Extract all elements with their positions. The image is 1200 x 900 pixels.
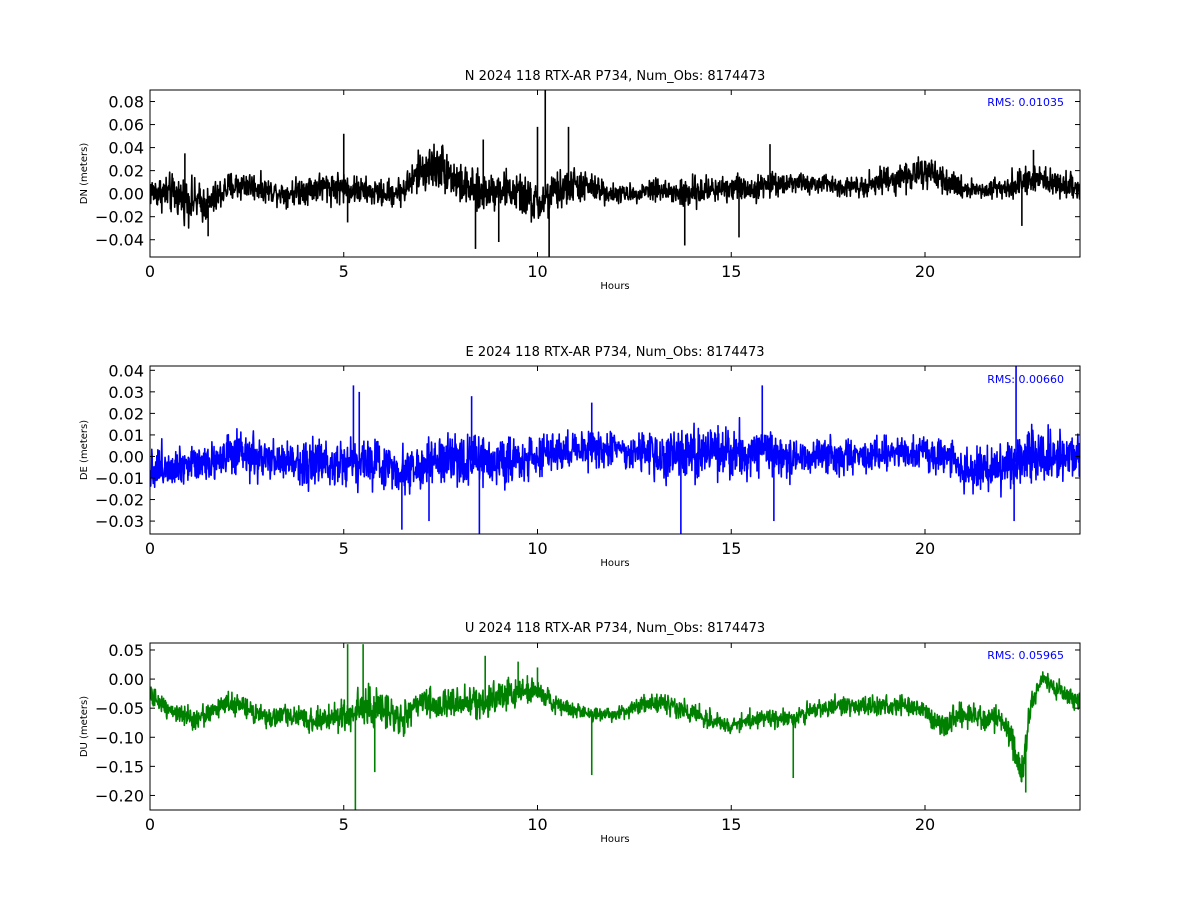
panel-e-ticks: 0 5 10 15 20 −0.03 −0.02 −0.01 0.00 0.01 0.02 0.03 0… [95, 361, 1080, 558]
panel-n-ytick-label-0: −0.04 [95, 231, 144, 250]
panel-n-rms-label: RMS: 0.01035 [987, 96, 1064, 109]
panel-e-xlabel: Hours [600, 558, 629, 569]
panel-e-trace [150, 416, 1080, 498]
panel-n-ytick-label-2: 0.00 [108, 185, 144, 204]
panel-e-ytick-label-4: 0.01 [108, 426, 144, 445]
panel-n-title: N 2024 118 RTX-AR P734, Num_Obs: 8174473 [465, 69, 765, 84]
panel-u-xtick-label-3: 15 [721, 815, 741, 834]
panel-e-title: E 2024 118 RTX-AR P734, Num_Obs: 8174473 [466, 345, 765, 360]
panel-e-ylabel: DE (meters) [79, 420, 90, 480]
panel-e-series [150, 366, 1080, 534]
panel-e-ytick-label-3: 0.00 [108, 447, 144, 466]
panel-u-ylabel: DU (meters) [79, 696, 90, 757]
panel-n-ytick-label-6: 0.08 [108, 93, 144, 112]
panel-u-frame [149, 642, 1081, 811]
panel-e-xtick-label-3: 15 [721, 539, 741, 558]
panel-n-xlabel: Hours [600, 281, 629, 292]
panel-e-xtick-label-1: 5 [339, 539, 349, 558]
panel-u-xlabel: Hours [600, 834, 629, 845]
panel-e-ytick-label-2: −0.01 [95, 469, 144, 488]
panel-u-series [150, 644, 1080, 810]
panel-n-ytick-label-4: 0.04 [108, 139, 144, 158]
panel-e-ytick-label-0: −0.03 [95, 512, 144, 531]
panel-n-ytick-label-3: 0.02 [108, 162, 144, 181]
panel-u-rms-label: RMS: 0.05965 [987, 649, 1064, 662]
panel-e: E 2024 118 RTX-AR P734, Num_Obs: 8174473… [79, 345, 1081, 569]
panel-u-ytick-label-2: −0.10 [95, 728, 144, 747]
panel-u-ytick-label-5: 0.05 [108, 641, 144, 660]
panel-n-xtick-label-0: 0 [145, 262, 155, 281]
panel-u-title: U 2024 118 RTX-AR P734, Num_Obs: 8174473 [465, 621, 765, 636]
panel-u-ticks: 0 5 10 15 20 −0.20 −0.15 −0.10 −0.05 0.00 0.05 [95, 641, 1080, 834]
panel-e-ytick-label-7: 0.04 [108, 361, 144, 380]
panel-e-ytick-label-6: 0.03 [108, 383, 144, 402]
panel-n-ytick-label-5: 0.06 [108, 116, 144, 135]
panel-u-ytick-label-3: −0.05 [95, 699, 144, 718]
panel-n-xtick-label-2: 10 [527, 262, 547, 281]
panel-n-series [150, 90, 1080, 257]
panel-n-frame [149, 89, 1081, 258]
panel-u: U 2024 118 RTX-AR P734, Num_Obs: 8174473… [79, 621, 1081, 845]
panel-n-ticks: 0 5 10 15 20 −0.04 −0.02 0.00 0.02 0.04 0.06 0.08 [95, 90, 1080, 281]
panel-e-frame [149, 365, 1081, 535]
panel-e-ytick-label-5: 0.02 [108, 404, 144, 423]
panel-u-trace [150, 671, 1080, 783]
panel-u-xtick-label-2: 10 [527, 815, 547, 834]
panel-e-xtick-label-0: 0 [145, 539, 155, 558]
panel-u-ytick-label-4: 0.00 [108, 670, 144, 689]
panel-e-xtick-label-2: 10 [527, 539, 547, 558]
panel-n-ytick-label-1: −0.02 [95, 208, 144, 227]
panel-n-ylabel: DN (meters) [79, 143, 90, 205]
panel-n-xtick-label-4: 20 [915, 262, 935, 281]
panel-u-ytick-label-1: −0.15 [95, 757, 144, 776]
panel-n: N 2024 118 RTX-AR P734, Num_Obs: 8174473… [79, 69, 1081, 292]
panel-e-rms-label: RMS: 0.00660 [987, 373, 1064, 386]
panel-n-xtick-label-1: 5 [339, 262, 349, 281]
panel-u-ytick-label-0: −0.20 [95, 786, 144, 805]
panel-n-trace [150, 143, 1080, 229]
panel-u-xtick-label-1: 5 [339, 815, 349, 834]
panel-u-xtick-label-0: 0 [145, 815, 155, 834]
panel-e-xtick-label-4: 20 [915, 539, 935, 558]
panel-n-xtick-label-3: 15 [721, 262, 741, 281]
panel-e-ytick-label-1: −0.02 [95, 491, 144, 510]
panel-u-xtick-label-4: 20 [915, 815, 935, 834]
